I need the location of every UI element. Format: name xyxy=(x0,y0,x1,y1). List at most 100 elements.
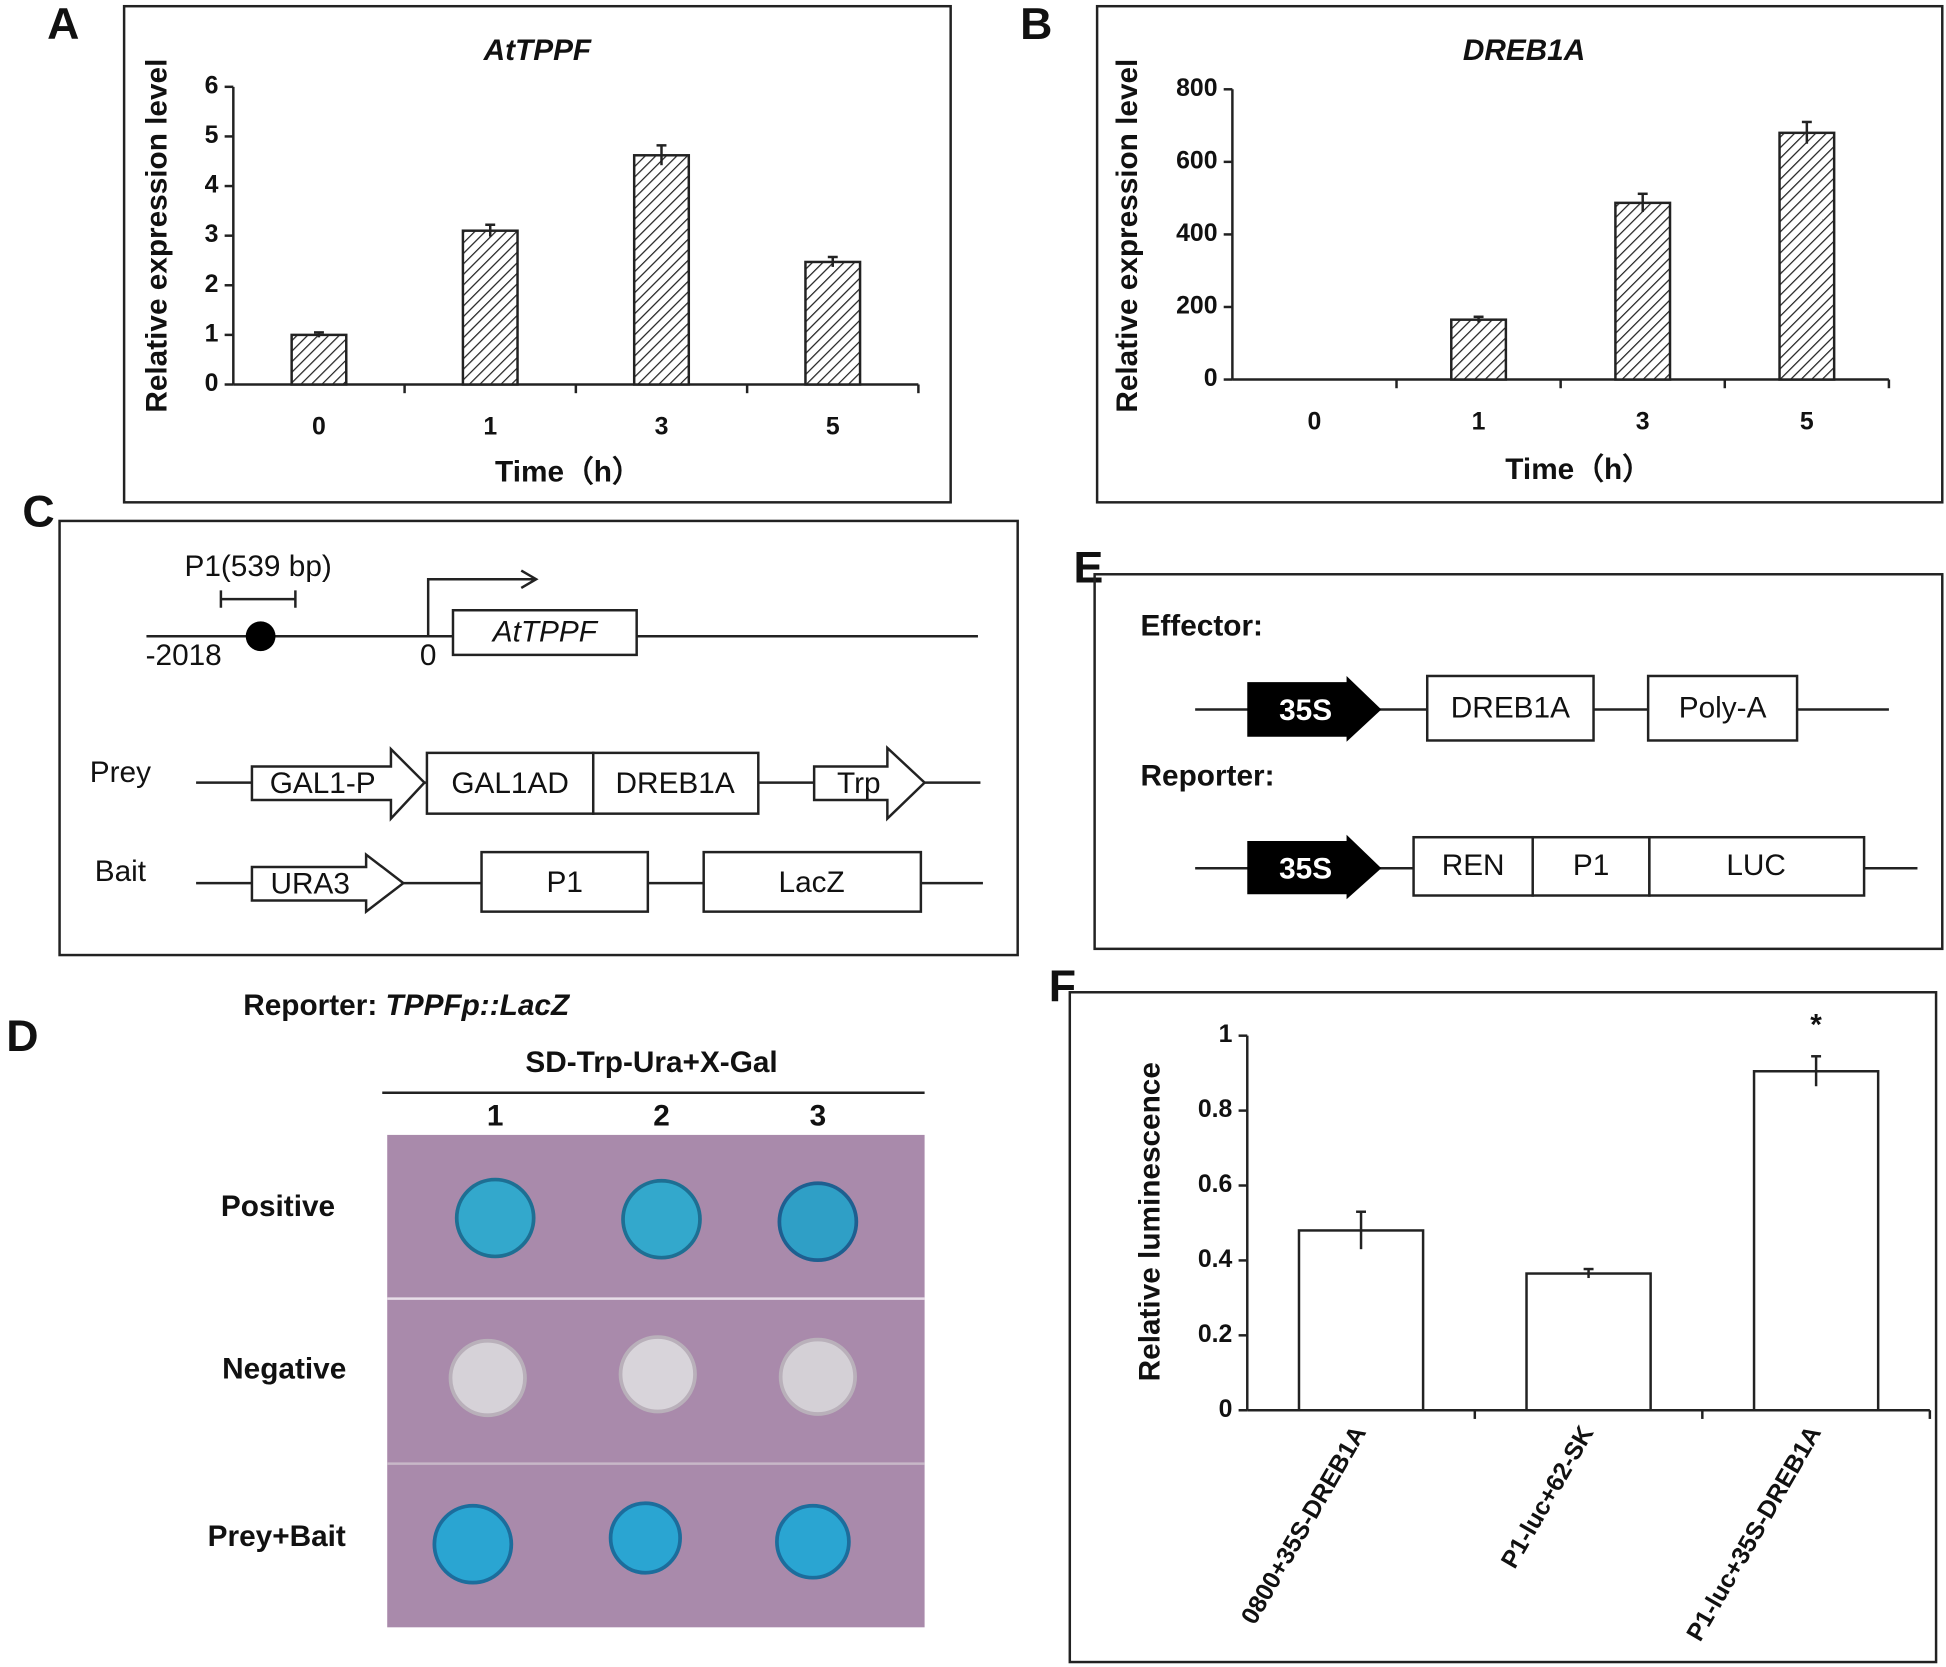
element: DREB1A xyxy=(616,767,735,800)
binding-site xyxy=(245,621,276,652)
x-tick-label: 0 xyxy=(312,413,326,440)
fragment-label: P1(539 bp) xyxy=(184,550,331,583)
bar xyxy=(1778,131,1836,381)
panel-label: F xyxy=(1049,963,1076,1012)
promoter-arrow xyxy=(250,746,427,822)
bar xyxy=(461,229,519,386)
row-label: Positive xyxy=(221,1190,335,1223)
element-box xyxy=(1531,835,1651,897)
element: P1 xyxy=(546,866,582,899)
chart-title: AtTPPF xyxy=(483,34,592,67)
frame xyxy=(122,4,952,504)
row-label: Prey+Bait xyxy=(208,1520,346,1553)
column-label: 3 xyxy=(810,1099,827,1132)
promoter-arrow xyxy=(1247,834,1382,900)
element: DREB1A xyxy=(1451,691,1570,724)
x-tick-label: P1-luc+35S-DREB1A xyxy=(1682,1422,1827,1646)
y-tick-label: 800 xyxy=(1176,75,1217,102)
frame xyxy=(1068,991,1938,1664)
panel-label: A xyxy=(47,0,79,49)
tss-arrow xyxy=(426,569,539,637)
chart: A AtTPPF Relative expression level Time（h） 0… xyxy=(47,0,952,504)
marker-arrow xyxy=(812,745,927,822)
y-tick-label: 3 xyxy=(205,221,219,248)
element: GAL1-P xyxy=(270,767,376,800)
element-box xyxy=(480,850,650,913)
blue-colony xyxy=(775,1503,851,1580)
reporter-construct: TPPFp::LacZ xyxy=(386,989,571,1022)
element-box xyxy=(1646,674,1799,742)
y-tick-label: 5 xyxy=(205,122,219,149)
element: 35S xyxy=(1279,853,1332,886)
blue-colony xyxy=(621,1178,702,1260)
x-tick-label: 3 xyxy=(655,413,669,440)
bar xyxy=(804,260,862,386)
blue-colony xyxy=(454,1177,536,1259)
annotation: * xyxy=(1810,1008,1822,1041)
blue-colony xyxy=(608,1501,682,1575)
blue-colony xyxy=(432,1503,514,1585)
colonies xyxy=(432,1177,859,1585)
promoter-arrow xyxy=(1247,675,1382,742)
panel-label: C xyxy=(22,488,54,537)
y-tick-label: 400 xyxy=(1176,220,1217,247)
element: Trp xyxy=(837,767,881,800)
panel-d: D Reporter: TPPFp::LacZ SD-Trp-Ura+X-Gal… xyxy=(6,989,925,1628)
y-tick-label: 2 xyxy=(205,271,219,298)
y-tick-label: 600 xyxy=(1176,147,1217,174)
frame xyxy=(1093,573,1944,951)
y-tick-label: 0.6 xyxy=(1198,1171,1232,1198)
chart-title: DREB1A xyxy=(1463,34,1585,67)
panel-label: E xyxy=(1074,543,1104,592)
panel-e: E Effector: 35S DREB1A Poly-A Reporter: … xyxy=(1074,543,1944,951)
reporter-prefix: Reporter: xyxy=(243,989,385,1022)
element-box xyxy=(1648,835,1866,897)
panel-label: B xyxy=(1020,0,1052,49)
bar xyxy=(290,333,348,386)
white-colony xyxy=(448,1338,527,1418)
element-box xyxy=(591,751,760,815)
panel-label: D xyxy=(6,1012,38,1061)
white-colony xyxy=(778,1337,857,1416)
y-tick-label: 0.2 xyxy=(1198,1321,1232,1348)
x-tick-label: 0 xyxy=(1308,409,1322,436)
bar xyxy=(1614,201,1672,381)
y-axis-label: Relative expression level xyxy=(1111,59,1144,413)
charts: A AtTPPF Relative expression level Time（h） 0… xyxy=(47,0,1944,1664)
x-axis-label: Time（h） xyxy=(495,456,642,489)
column-label: 1 xyxy=(487,1099,504,1132)
x-tick-label: 5 xyxy=(826,413,840,440)
element-box xyxy=(425,751,595,815)
bar xyxy=(1450,318,1508,381)
element: LacZ xyxy=(779,866,845,899)
marker-arrow xyxy=(250,852,406,915)
y-tick-label: 4 xyxy=(205,172,219,199)
y-tick-label: 1 xyxy=(205,320,219,347)
y-axis-label: Relative expression level xyxy=(141,59,174,413)
y-tick-label: 0 xyxy=(205,370,219,397)
y-tick-label: 1 xyxy=(1219,1021,1233,1048)
y-tick-label: 0 xyxy=(1204,365,1218,392)
y-tick-label: 200 xyxy=(1176,293,1217,320)
bar xyxy=(632,154,691,386)
panel-c: C P1(539 bp) -2018 0 AtTPPF Prey GAL1-P … xyxy=(22,488,1019,957)
x-tick-label: 0800+35S-DREB1A xyxy=(1236,1422,1371,1629)
x-axis-label: Time（h） xyxy=(1505,453,1652,486)
element: REN xyxy=(1442,849,1505,882)
tss-label: 0 xyxy=(420,639,437,672)
element-box xyxy=(702,850,923,913)
bracket xyxy=(219,590,297,608)
x-tick-label: P1-luc+62-SK xyxy=(1496,1422,1599,1573)
blue-colony xyxy=(777,1181,859,1263)
x-tick-label: 5 xyxy=(1800,409,1814,436)
y-tick-label: 6 xyxy=(205,72,219,99)
chart: B DREB1A Relative expression level Time（h） 0… xyxy=(1020,0,1944,504)
y-tick-label: 0.4 xyxy=(1198,1246,1233,1273)
white-colony xyxy=(618,1335,697,1414)
bar xyxy=(1525,1272,1652,1412)
reporter-label: Reporter: xyxy=(1141,760,1275,793)
element: 35S xyxy=(1279,694,1332,727)
prey-label: Prey xyxy=(90,756,151,789)
effector-label: Effector: xyxy=(1141,609,1263,642)
element: GAL1AD xyxy=(451,767,569,800)
